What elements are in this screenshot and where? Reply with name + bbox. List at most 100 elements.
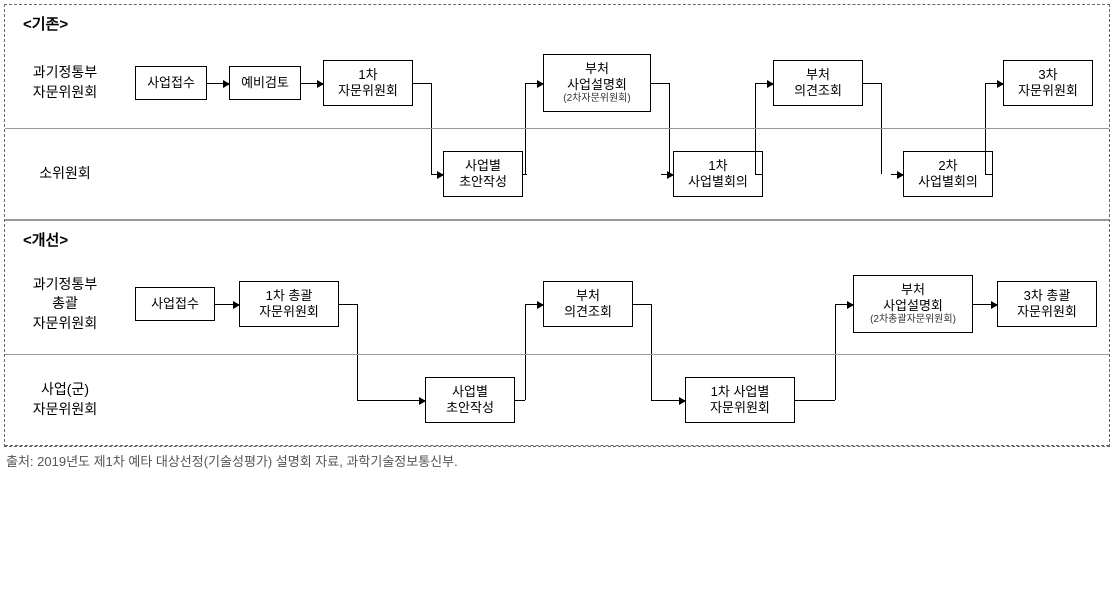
node-text: 사업접수	[151, 296, 199, 312]
improved-title: <개선>	[5, 221, 1109, 254]
node-text: 의견조회	[794, 83, 842, 99]
node-dept-opinion: 부처 의견조회	[543, 281, 633, 327]
node-text: 사업설명회	[883, 298, 943, 314]
connector	[863, 83, 881, 84]
node-text: 부처	[585, 61, 609, 77]
arrow	[755, 83, 773, 84]
node-text: 3차 총괄	[1024, 288, 1071, 304]
existing-title: <기존>	[5, 5, 1109, 38]
connector	[881, 129, 882, 174]
connector	[669, 129, 670, 174]
connector	[525, 83, 526, 128]
node-text: 자문위원회	[1018, 83, 1078, 99]
node-1st-meeting: 1차 사업별회의	[673, 151, 763, 197]
node-text: 부처	[901, 282, 925, 298]
connector	[431, 129, 432, 174]
node-text: 부처	[576, 288, 600, 304]
node-dept-opinion: 부처 의견조회	[773, 60, 863, 106]
arrow	[207, 83, 229, 84]
node-text: 1차	[708, 158, 727, 174]
node-text: 1차	[358, 67, 377, 83]
node-prelim-review: 예비검토	[229, 66, 301, 100]
existing-row1-flow: 사업접수 예비검토 1차 자문위원회 부처 사업설명회 (2차자문위원회) 부처…	[125, 38, 1109, 128]
node-text: 사업설명회	[567, 77, 627, 93]
arrow	[405, 400, 425, 401]
existing-row2-label: 소위원회	[5, 129, 125, 219]
connector	[357, 304, 358, 354]
arrow	[301, 83, 323, 84]
node-text: 자문위원회	[1017, 304, 1077, 320]
arrow	[431, 174, 443, 175]
node-1st-committee: 1차 자문위원회	[323, 60, 413, 106]
node-text: 1차 사업별	[711, 384, 770, 400]
connector	[985, 83, 986, 128]
arrow	[525, 304, 543, 305]
arrow	[835, 304, 853, 305]
connector	[651, 355, 652, 400]
connector	[357, 355, 358, 400]
node-text: 초안작성	[446, 400, 494, 416]
improved-row1-label: 과기정통부 총괄 자문위원회	[5, 254, 125, 354]
existing-row1: 과기정통부 자문위원회 사업접수 예비검토 1차 자문위원회 부처 사업설명회 …	[5, 38, 1109, 129]
connector	[525, 304, 526, 354]
node-text: 자문위원회	[710, 400, 770, 416]
node-text: 3차	[1038, 67, 1057, 83]
arrow	[973, 304, 997, 305]
label-text: 사업(군)	[41, 380, 89, 400]
label-text: 자문위원회	[33, 400, 97, 420]
connector	[669, 83, 670, 128]
connector	[633, 304, 651, 305]
node-dept-briefing: 부처 사업설명회 (2차총괄자문위원회)	[853, 275, 973, 333]
connector	[431, 83, 432, 128]
arrow	[891, 174, 903, 175]
existing-row2: 소위원회 사업별 초안작성 1차 사업별회의 2차 사업별회의	[5, 129, 1109, 221]
node-subtext: (2차총괄자문위원회)	[870, 314, 956, 327]
connector	[881, 83, 882, 128]
label-text: 총괄	[52, 294, 78, 314]
connector	[651, 83, 669, 84]
label-text: 자문위원회	[33, 314, 97, 334]
node-text: 사업별회의	[918, 174, 978, 190]
arrow	[215, 304, 239, 305]
existing-row2-flow: 사업별 초안작성 1차 사업별회의 2차 사업별회의	[125, 129, 1109, 219]
connector	[755, 129, 756, 174]
node-1st-proj-committee: 1차 사업별 자문위원회	[685, 377, 795, 423]
connector	[795, 400, 835, 401]
node-subtext: (2차자문위원회)	[563, 93, 630, 106]
connector	[523, 174, 525, 175]
node-text: 사업별	[452, 384, 488, 400]
improved-row2-flow: 사업별 초안작성 1차 사업별 자문위원회	[125, 355, 1109, 445]
connector	[515, 400, 525, 401]
node-draft: 사업별 초안작성	[443, 151, 523, 197]
node-text: 의견조회	[564, 304, 612, 320]
node-text: 부처	[806, 67, 830, 83]
node-text: 1차 총괄	[266, 288, 313, 304]
label-text: 과기정통부	[33, 63, 97, 83]
connector	[985, 129, 986, 174]
arrow	[525, 83, 543, 84]
connector	[413, 83, 431, 84]
label-text: 과기정통부	[33, 275, 97, 295]
node-3rd-committee: 3차 자문위원회	[1003, 60, 1093, 106]
improved-row1-flow: 사업접수 1차 총괄 자문위원회 부처 의견조회 부처 사업설명회 (2차총괄자…	[125, 254, 1109, 354]
connector	[835, 304, 836, 354]
arrow	[985, 83, 1003, 84]
node-3rd-overall: 3차 총괄 자문위원회	[997, 281, 1097, 327]
node-text: 사업접수	[147, 75, 195, 91]
node-text: 사업별회의	[688, 174, 748, 190]
node-dept-briefing: 부처 사업설명회 (2차자문위원회)	[543, 54, 651, 112]
connector	[985, 174, 993, 175]
label-text: 자문위원회	[33, 83, 97, 103]
diagram-container: <기존> 과기정통부 자문위원회 사업접수 예비검토 1차 자문위원회 부처 사…	[4, 4, 1110, 447]
improved-row1: 과기정통부 총괄 자문위원회 사업접수 1차 총괄 자문위원회 부처 의견조회 …	[5, 254, 1109, 355]
node-draft: 사업별 초안작성	[425, 377, 515, 423]
node-text: 자문위원회	[259, 304, 319, 320]
node-text: 사업별	[465, 158, 501, 174]
node-reception: 사업접수	[135, 66, 207, 100]
node-text: 예비검토	[241, 75, 289, 91]
arrow	[661, 174, 673, 175]
connector	[525, 355, 526, 400]
node-1st-overall: 1차 총괄 자문위원회	[239, 281, 339, 327]
node-text: 자문위원회	[338, 83, 398, 99]
connector	[755, 174, 763, 175]
